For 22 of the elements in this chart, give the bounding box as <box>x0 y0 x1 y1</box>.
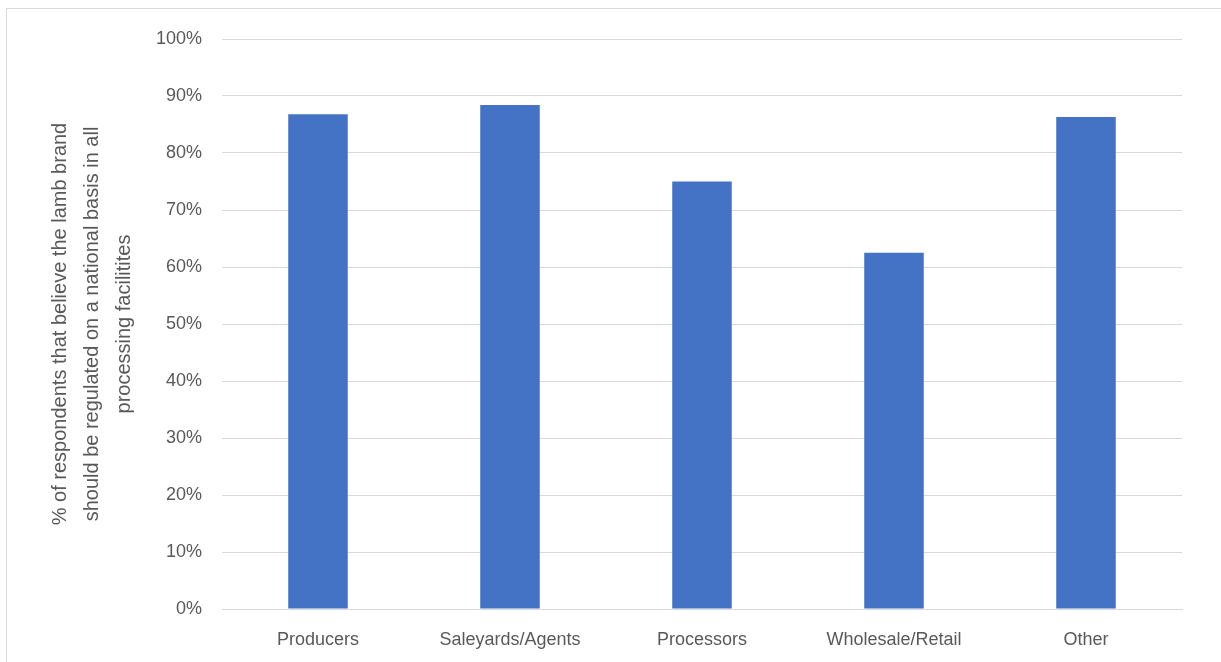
y-tick-label: 80% <box>165 141 202 162</box>
y-tick-label: 20% <box>165 483 202 504</box>
bar <box>288 114 348 609</box>
y-tick-label: 30% <box>165 426 202 447</box>
y-tick-label: 0% <box>175 597 202 618</box>
y-axis-title: % of respondents that believe the lamb brand should be regulated on a national basis in all processing facilitites <box>47 122 134 526</box>
x-tick-label: Producers <box>276 628 360 649</box>
y-tick-label: 90% <box>165 84 202 105</box>
x-tick-label: Other <box>1063 628 1109 649</box>
bar <box>864 252 924 609</box>
x-tick-label: Wholesale/Retail <box>826 628 962 649</box>
y-tick-label: 70% <box>165 198 202 219</box>
x-tick-label: Processors <box>656 628 748 649</box>
y-tick-label: 50% <box>165 312 202 333</box>
y-tick-label: 100% <box>155 27 202 48</box>
y-tick-label: 60% <box>165 255 202 276</box>
y-tick-label: 40% <box>165 369 202 390</box>
x-tick-label: Saleyards/Agents <box>439 628 581 649</box>
y-tick-label: 10% <box>165 540 202 561</box>
bar <box>1056 117 1116 609</box>
bar <box>480 105 540 609</box>
bar <box>672 181 732 609</box>
